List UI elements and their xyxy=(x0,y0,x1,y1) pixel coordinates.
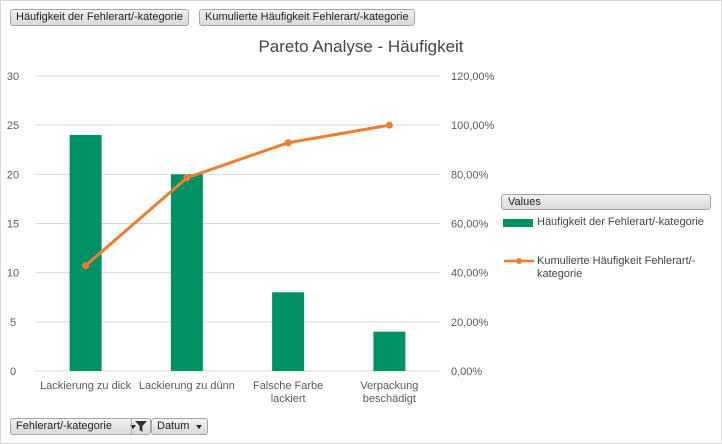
y-right-tick-label: 80,00% xyxy=(451,169,489,181)
cumulative-point xyxy=(385,121,393,129)
x-tick-label: Lackierung zu dünn xyxy=(139,380,235,392)
legend-label-frequency: Häufigkeit der Fehlerart/-kategorie xyxy=(537,216,704,228)
y-right-tick-label: 40,00% xyxy=(451,268,489,280)
y-left-tick-label: 5 xyxy=(10,317,16,329)
y-right-tick-label: 100,00% xyxy=(451,120,495,132)
filter-funnel-icon[interactable] xyxy=(131,419,150,434)
cumulative-line xyxy=(84,123,390,267)
y-right-tick-label: 20,00% xyxy=(451,317,489,329)
y-right-tick-label: 120,00% xyxy=(451,71,495,83)
y-right-tick-label: 0,00% xyxy=(451,366,482,378)
legend-swatch-line xyxy=(504,258,534,264)
values-field-button-frequency[interactable]: Häufigkeit der Fehlerart/-kategorie xyxy=(10,9,189,26)
y-left-tick-label: 0 xyxy=(10,366,16,378)
y-left-tick-label: 20 xyxy=(7,169,19,181)
x-tick-label: Lackierung zu dick xyxy=(40,380,132,392)
filter-field-label: Datum xyxy=(157,420,190,432)
cumulative-point xyxy=(284,139,292,147)
y-left-tick-label: 25 xyxy=(7,120,19,132)
legend-header-label: Values xyxy=(508,196,541,208)
axis-field-label: Fehlerart/-kategorie xyxy=(16,420,112,432)
x-tick-label: Verpackung beschädigt xyxy=(360,380,418,405)
bar xyxy=(272,292,305,371)
bar xyxy=(373,331,406,371)
chart-title: Pareto Analyse - Häufigkeit xyxy=(258,37,464,56)
axis-field-button[interactable]: Fehlerart/-kategorie xyxy=(10,418,151,435)
x-tick-label: Falsche Farbe lackiert xyxy=(253,380,323,405)
cumulative-point xyxy=(82,262,90,270)
bar xyxy=(170,174,203,371)
y-right-tick-label: 60,00% xyxy=(451,219,489,231)
legend-swatch-bar xyxy=(503,219,533,227)
legend-item-cumulative: Kumulierte Häufigkeit Fehlerart/-kategor… xyxy=(503,255,713,283)
y-left-tick-label: 30 xyxy=(7,71,19,83)
chevron-down-icon[interactable] xyxy=(196,425,202,429)
filter-field-button[interactable]: Datum xyxy=(151,418,208,435)
values-field-label-frequency: Häufigkeit der Fehlerart/-kategorie xyxy=(16,11,183,23)
y-left-tick-label: 10 xyxy=(7,268,19,280)
legend-header[interactable]: Values xyxy=(501,194,711,210)
legend-label-cumulative: Kumulierte Häufigkeit Fehlerart/-kategor… xyxy=(537,255,696,280)
legend-item-frequency: Häufigkeit der Fehlerart/-kategorie xyxy=(503,216,713,230)
cumulative-point xyxy=(183,174,191,182)
y-left-tick-label: 15 xyxy=(7,219,19,231)
chevron-down-icon[interactable] xyxy=(130,425,136,429)
values-field-label-cumulative: Kumulierte Häufigkeit Fehlerart/-kategor… xyxy=(205,11,409,23)
bar xyxy=(69,135,102,371)
values-field-button-cumulative[interactable]: Kumulierte Häufigkeit Fehlerart/-kategor… xyxy=(199,9,415,26)
